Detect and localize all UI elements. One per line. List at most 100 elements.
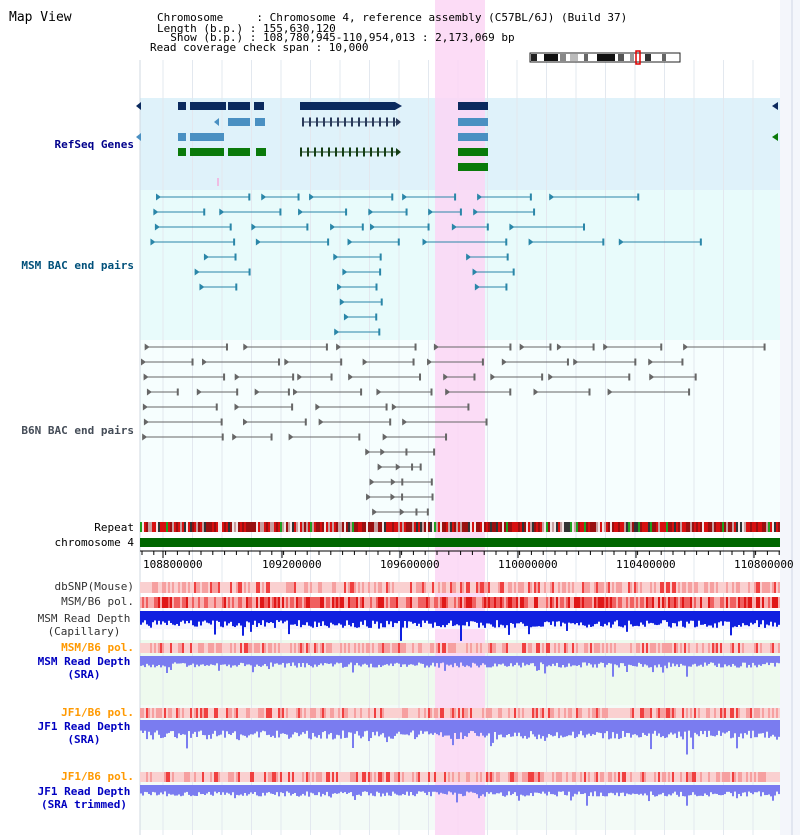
dbsnp-strip	[720, 582, 722, 593]
jf1-sra-depth-bar	[194, 720, 196, 732]
jf1-pol-strip	[704, 708, 706, 718]
msm-sra-depth-bar	[366, 656, 368, 665]
track-label-chromosome[interactable]: chromosome 4	[54, 536, 134, 549]
dbsnp-strip	[528, 582, 530, 593]
b6n-bac-pair-end	[362, 358, 368, 366]
msm-pol-strip-2	[454, 643, 456, 653]
msm-sra-depth-bar	[630, 656, 632, 666]
msm-pol-strip-2	[476, 643, 478, 653]
msm-sra-depth-bar	[478, 656, 480, 668]
msm-pol-strip-2	[526, 643, 528, 653]
jf1-sra-depth-bar	[692, 720, 694, 750]
msm-capillary-depth-bar	[732, 611, 734, 628]
track-label-jf1-depth-sra-1[interactable]: JF1 Read Depth	[37, 720, 131, 733]
dbsnp-strip	[246, 582, 248, 593]
track-label-jf1-depth-sra-2[interactable]: (SRA)	[67, 733, 101, 746]
jf1-trimmed-depth-bar	[226, 785, 228, 793]
msm-capillary-depth-bar	[610, 611, 612, 628]
jf1-pol-strip-2	[226, 772, 228, 782]
jf1-pol-strip	[644, 708, 646, 718]
dbsnp-strip	[388, 582, 390, 593]
repeat-element	[518, 522, 520, 532]
msm-sra-depth-bar	[578, 656, 580, 666]
dbsnp-strip	[530, 582, 532, 593]
dbsnp-strip	[350, 582, 352, 593]
track-label-msm-depth-sra-1[interactable]: MSM Read Depth	[37, 655, 131, 668]
dbsnp-strip	[536, 582, 538, 593]
track-label-jf1-b6-pol-2[interactable]: JF1/B6 pol.	[61, 770, 134, 783]
msm-pol-strip-2	[656, 643, 658, 653]
msm-pol-strip	[538, 597, 540, 608]
track-label-jf1-depth-trimmed-1[interactable]: JF1 Read Depth	[37, 785, 131, 798]
dbsnp-strip	[728, 582, 730, 593]
track-label-repeat[interactable]: Repeat	[94, 521, 134, 534]
msm-pol-strip-2	[748, 643, 750, 653]
track-label-jf1-b6-pol[interactable]: JF1/B6 pol.	[61, 706, 134, 719]
msm-capillary-depth-bar	[546, 611, 548, 622]
jf1-pol-strip-2	[292, 772, 294, 782]
msm-capillary-depth-bar	[172, 611, 174, 625]
jf1-trimmed-depth-bar	[198, 785, 200, 793]
msm-sra-depth-bar	[566, 656, 568, 667]
msm-pol-strip-2	[666, 643, 668, 653]
jf1-sra-depth-bar	[450, 720, 452, 739]
msm-sra-depth-bar	[470, 656, 472, 668]
msm-capillary-depth-bar	[618, 611, 620, 627]
dbsnp-strip	[344, 582, 346, 593]
jf1-pol-strip-2	[314, 772, 316, 782]
jf1-trimmed-depth-bar	[558, 785, 560, 792]
msm-pol-strip	[318, 597, 320, 608]
msm-pol-strip-2	[746, 643, 748, 653]
msm-capillary-depth-bar	[296, 611, 298, 626]
jf1-trimmed-depth-bar	[722, 785, 724, 796]
jf1-pol-strip	[436, 708, 438, 718]
jf1-pol-strip-2	[706, 772, 708, 782]
msm-pol-strip	[468, 597, 470, 608]
track-label-b6n-bac[interactable]: B6N BAC end pairs	[21, 424, 134, 437]
msm-pol-strip	[658, 597, 660, 608]
msm-pol-strip-2	[290, 643, 292, 653]
track-label-msm-depth-capillary-2[interactable]: (Capillary)	[47, 625, 121, 638]
jf1-pol-strip-2	[404, 772, 406, 782]
msm-sra-depth-bar	[696, 656, 698, 667]
b6n-bac-pair-end	[292, 373, 295, 381]
msm-pol-strip-2	[554, 643, 556, 653]
dbsnp-strip	[654, 582, 656, 593]
msm-capillary-depth-bar	[570, 611, 572, 624]
track-label-msm-depth-capillary-1[interactable]: MSM Read Depth	[37, 612, 131, 625]
track-label-msm-bac[interactable]: MSM BAC end pairs	[21, 259, 134, 272]
ideogram-band	[597, 54, 615, 61]
ideogram-band	[560, 54, 566, 61]
track-label-msm-depth-sra-2[interactable]: (SRA)	[67, 668, 101, 681]
msm-sra-depth-bar	[640, 656, 642, 665]
track-label-msm-b6-pol-2[interactable]: MSM/B6 pol.	[61, 641, 134, 654]
jf1-pol-strip-2	[420, 772, 422, 782]
track-label-dbsnp[interactable]: dbSNP(Mouse)	[54, 580, 134, 593]
gene-exon	[307, 147, 309, 157]
repeat-element	[650, 522, 652, 532]
dbsnp-strip	[190, 582, 192, 593]
jf1-sra-depth-bar	[332, 720, 334, 740]
msm-pol-strip	[258, 597, 260, 608]
track-label-refseq[interactable]: RefSeq Genes	[54, 138, 134, 151]
msm-pol-strip	[756, 597, 758, 608]
jf1-pol-strip	[420, 708, 422, 718]
dbsnp-strip	[300, 582, 302, 593]
jf1-pol-strip-2	[234, 772, 236, 782]
gene-block	[458, 148, 488, 156]
jf1-trimmed-depth-bar	[340, 785, 342, 792]
msm-capillary-depth-bar	[704, 611, 706, 624]
msm-pol-strip-2	[338, 643, 340, 653]
jf1-pol-strip	[406, 708, 408, 718]
msm-capillary-depth-bar	[636, 611, 638, 626]
jf1-pol-strip	[466, 708, 468, 718]
track-label-msm-b6-pol[interactable]: MSM/B6 pol.	[61, 595, 134, 608]
track-label-jf1-depth-trimmed-2[interactable]: (SRA trimmed)	[40, 798, 128, 811]
jf1-trimmed-depth-bar	[248, 785, 250, 795]
jf1-sra-depth-bar	[374, 720, 376, 736]
jf1-trimmed-depth-bar	[366, 785, 368, 792]
repeat-element	[228, 522, 230, 532]
jf1-trimmed-depth-bar	[214, 785, 216, 792]
jf1-sra-depth-bar	[464, 720, 466, 736]
jf1-trimmed-depth-bar	[378, 785, 380, 793]
